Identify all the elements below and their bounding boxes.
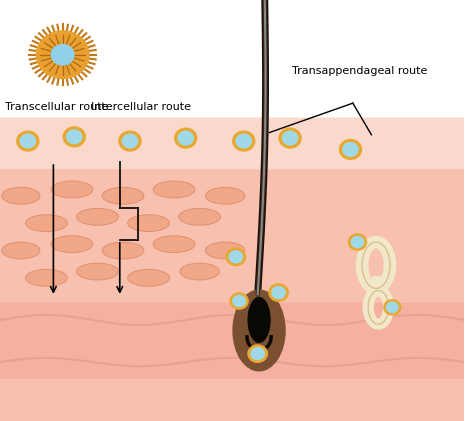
Circle shape (16, 131, 40, 152)
Ellipse shape (76, 208, 118, 225)
Bar (0, 118, 464, 168)
Ellipse shape (76, 263, 118, 280)
Circle shape (271, 286, 286, 299)
Circle shape (383, 299, 401, 316)
Circle shape (282, 131, 299, 146)
Ellipse shape (128, 215, 170, 232)
Circle shape (118, 131, 142, 152)
Circle shape (36, 30, 89, 79)
Circle shape (174, 128, 198, 149)
Ellipse shape (26, 215, 67, 232)
Circle shape (51, 44, 75, 66)
Circle shape (228, 250, 243, 264)
Circle shape (350, 236, 364, 248)
Circle shape (348, 233, 367, 251)
Circle shape (386, 301, 399, 313)
Ellipse shape (128, 269, 170, 286)
Ellipse shape (2, 187, 40, 204)
Circle shape (235, 133, 252, 149)
Circle shape (268, 283, 289, 302)
Circle shape (279, 128, 302, 149)
Text: Intercellular route: Intercellular route (90, 101, 191, 112)
Circle shape (122, 133, 138, 149)
Ellipse shape (153, 236, 195, 253)
Bar (0, 379, 464, 421)
Circle shape (247, 344, 268, 363)
Ellipse shape (233, 290, 286, 372)
Circle shape (339, 139, 362, 160)
Circle shape (229, 292, 249, 310)
Circle shape (250, 347, 265, 360)
Circle shape (62, 126, 86, 147)
Ellipse shape (179, 208, 220, 225)
Ellipse shape (26, 269, 67, 286)
Ellipse shape (206, 187, 245, 204)
Ellipse shape (51, 181, 93, 198)
Ellipse shape (102, 242, 144, 259)
Bar (0, 118, 464, 303)
Ellipse shape (153, 181, 195, 198)
Circle shape (226, 248, 246, 266)
Ellipse shape (180, 263, 219, 280)
Circle shape (232, 131, 255, 152)
Circle shape (342, 142, 359, 157)
Text: Transcellular route: Transcellular route (5, 101, 108, 112)
Circle shape (66, 129, 82, 144)
Text: Transappendageal route: Transappendageal route (293, 66, 428, 76)
Circle shape (178, 131, 194, 146)
Circle shape (232, 295, 246, 307)
Circle shape (20, 133, 36, 149)
Bar (0, 303, 464, 379)
Ellipse shape (206, 242, 245, 259)
Ellipse shape (51, 236, 93, 253)
Ellipse shape (247, 297, 271, 343)
Ellipse shape (102, 187, 144, 204)
Ellipse shape (2, 242, 40, 259)
